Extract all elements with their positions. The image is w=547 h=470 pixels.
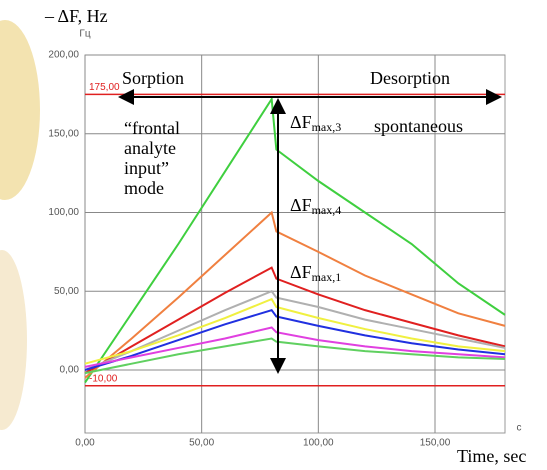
df-sub: max,1 <box>311 270 342 284</box>
reference-label: 175,00 <box>89 82 120 93</box>
x-unit: c <box>517 423 522 434</box>
x-tick-label: 150,00 <box>420 438 451 449</box>
spontaneous-label: spontaneous <box>374 116 463 136</box>
df-main: ΔF <box>290 112 312 132</box>
x-tick-label: 50,00 <box>189 438 214 449</box>
mode-line: analyte <box>124 138 176 158</box>
dfmax3-label: ΔFmax,3 <box>290 112 341 137</box>
photo-fragment <box>0 20 40 200</box>
df-main: ΔF <box>290 195 312 215</box>
sorption-label: Sorption <box>122 68 185 88</box>
x-tick-label: 100,00 <box>303 438 334 449</box>
df-main: ΔF <box>290 262 312 282</box>
x-axis-title: Time, sec <box>457 446 527 466</box>
dfmax4-label: ΔFmax,4 <box>290 195 341 220</box>
y-tick-label: 50,00 <box>54 286 79 297</box>
x-tick-label: 0,00 <box>75 438 95 449</box>
photo-fragment <box>0 250 27 430</box>
df-sub: max,3 <box>311 120 342 134</box>
y-tick-label: 150,00 <box>48 128 79 139</box>
mode-label: “frontal analyte input” mode <box>124 118 180 198</box>
y-tick-label: 0,00 <box>60 365 80 376</box>
mode-line: mode <box>124 178 164 198</box>
reference-label: -10,00 <box>89 373 118 384</box>
dfmax1-label: ΔFmax,1 <box>290 262 341 287</box>
y-unit: Гц <box>79 29 90 40</box>
y-tick-label: 100,00 <box>48 207 79 218</box>
desorption-label: Desorption <box>370 68 450 88</box>
mode-line: “frontal <box>124 118 180 138</box>
df-sub: max,4 <box>311 203 342 217</box>
y-tick-label: 200,00 <box>48 50 79 61</box>
y-axis-title: – ΔF, Hz <box>45 6 108 26</box>
mode-line: input” <box>124 158 169 178</box>
